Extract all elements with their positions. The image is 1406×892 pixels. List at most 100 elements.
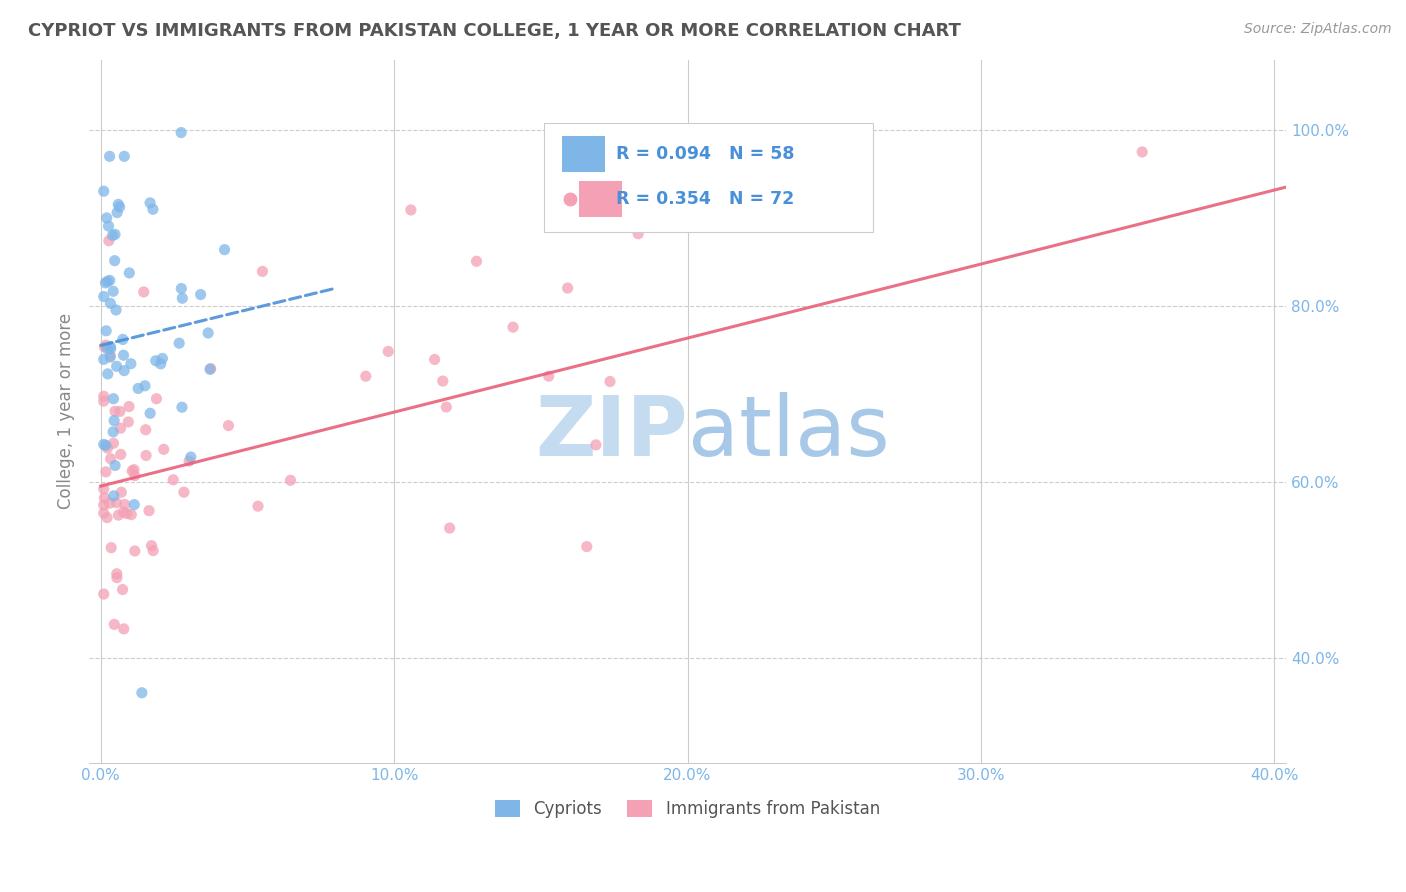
Point <box>173 485 195 500</box>
Point <box>110 485 132 500</box>
Point <box>200 361 222 376</box>
Point <box>131 686 153 700</box>
Text: R = 0.094   N = 58: R = 0.094 N = 58 <box>616 145 794 163</box>
Point <box>575 540 598 554</box>
Point <box>105 205 128 219</box>
Point <box>502 320 524 334</box>
Point <box>98 296 121 310</box>
Point <box>100 541 122 555</box>
Point <box>98 496 121 510</box>
Point <box>94 438 117 452</box>
Point <box>103 489 125 503</box>
Point <box>108 404 131 418</box>
Point <box>585 438 607 452</box>
Point <box>107 508 129 522</box>
Point <box>104 404 127 418</box>
Point <box>98 350 121 364</box>
Point <box>93 491 115 505</box>
Point <box>104 227 127 242</box>
Point <box>98 339 121 353</box>
FancyBboxPatch shape <box>544 123 873 232</box>
Point <box>439 521 461 535</box>
Point <box>170 401 193 415</box>
Point <box>105 359 128 374</box>
Point <box>93 482 115 496</box>
Point <box>112 505 135 519</box>
Point <box>96 342 118 356</box>
Point <box>114 498 136 512</box>
Point <box>93 340 115 354</box>
Point <box>103 285 125 299</box>
Point <box>172 291 194 305</box>
Point <box>107 197 129 211</box>
Point <box>141 539 163 553</box>
Point <box>127 381 149 395</box>
Point <box>94 276 117 290</box>
Point <box>124 468 146 483</box>
Point <box>627 227 650 241</box>
Point <box>110 447 132 461</box>
FancyBboxPatch shape <box>579 180 621 217</box>
Point <box>96 510 118 524</box>
Point <box>105 303 128 318</box>
Point <box>93 394 115 409</box>
Point <box>105 496 128 510</box>
Point <box>94 465 117 479</box>
FancyBboxPatch shape <box>562 136 605 172</box>
Point <box>152 442 174 457</box>
Point <box>93 389 115 403</box>
Point <box>135 423 157 437</box>
Point <box>93 437 115 451</box>
Point <box>97 219 120 233</box>
Point <box>145 392 167 406</box>
Point <box>105 566 128 581</box>
Point <box>180 450 202 464</box>
Point <box>280 473 302 487</box>
Point <box>96 441 118 455</box>
Point <box>122 463 145 477</box>
Point <box>399 202 422 217</box>
Point <box>432 374 454 388</box>
Point <box>120 357 142 371</box>
Point <box>190 287 212 301</box>
Point <box>217 418 239 433</box>
Point <box>142 202 165 217</box>
Point <box>110 421 132 435</box>
Point <box>112 348 135 362</box>
Point <box>121 464 143 478</box>
Point <box>97 367 120 381</box>
Point <box>179 454 201 468</box>
Point <box>145 353 167 368</box>
Point <box>101 228 124 243</box>
Point <box>167 336 190 351</box>
Point <box>93 184 115 198</box>
Point <box>139 406 162 420</box>
Point <box>101 425 124 439</box>
Point <box>434 400 457 414</box>
Point <box>124 544 146 558</box>
Point <box>103 414 125 428</box>
Point <box>465 254 488 268</box>
Point <box>93 498 115 512</box>
Point <box>377 344 399 359</box>
Point <box>103 617 125 632</box>
Point <box>111 582 134 597</box>
Point <box>96 324 118 338</box>
Point <box>122 498 145 512</box>
Point <box>198 362 221 376</box>
Point <box>537 369 560 384</box>
Point <box>252 264 274 278</box>
Point <box>1130 145 1153 159</box>
Point <box>97 234 120 248</box>
Point <box>170 281 193 295</box>
Point <box>100 349 122 363</box>
Point <box>197 326 219 340</box>
Point <box>135 449 157 463</box>
Point <box>96 274 118 288</box>
Point <box>96 211 118 225</box>
Point <box>100 451 122 466</box>
Text: Source: ZipAtlas.com: Source: ZipAtlas.com <box>1244 22 1392 37</box>
Point <box>100 342 122 356</box>
Point <box>93 506 115 520</box>
Point <box>93 352 115 367</box>
